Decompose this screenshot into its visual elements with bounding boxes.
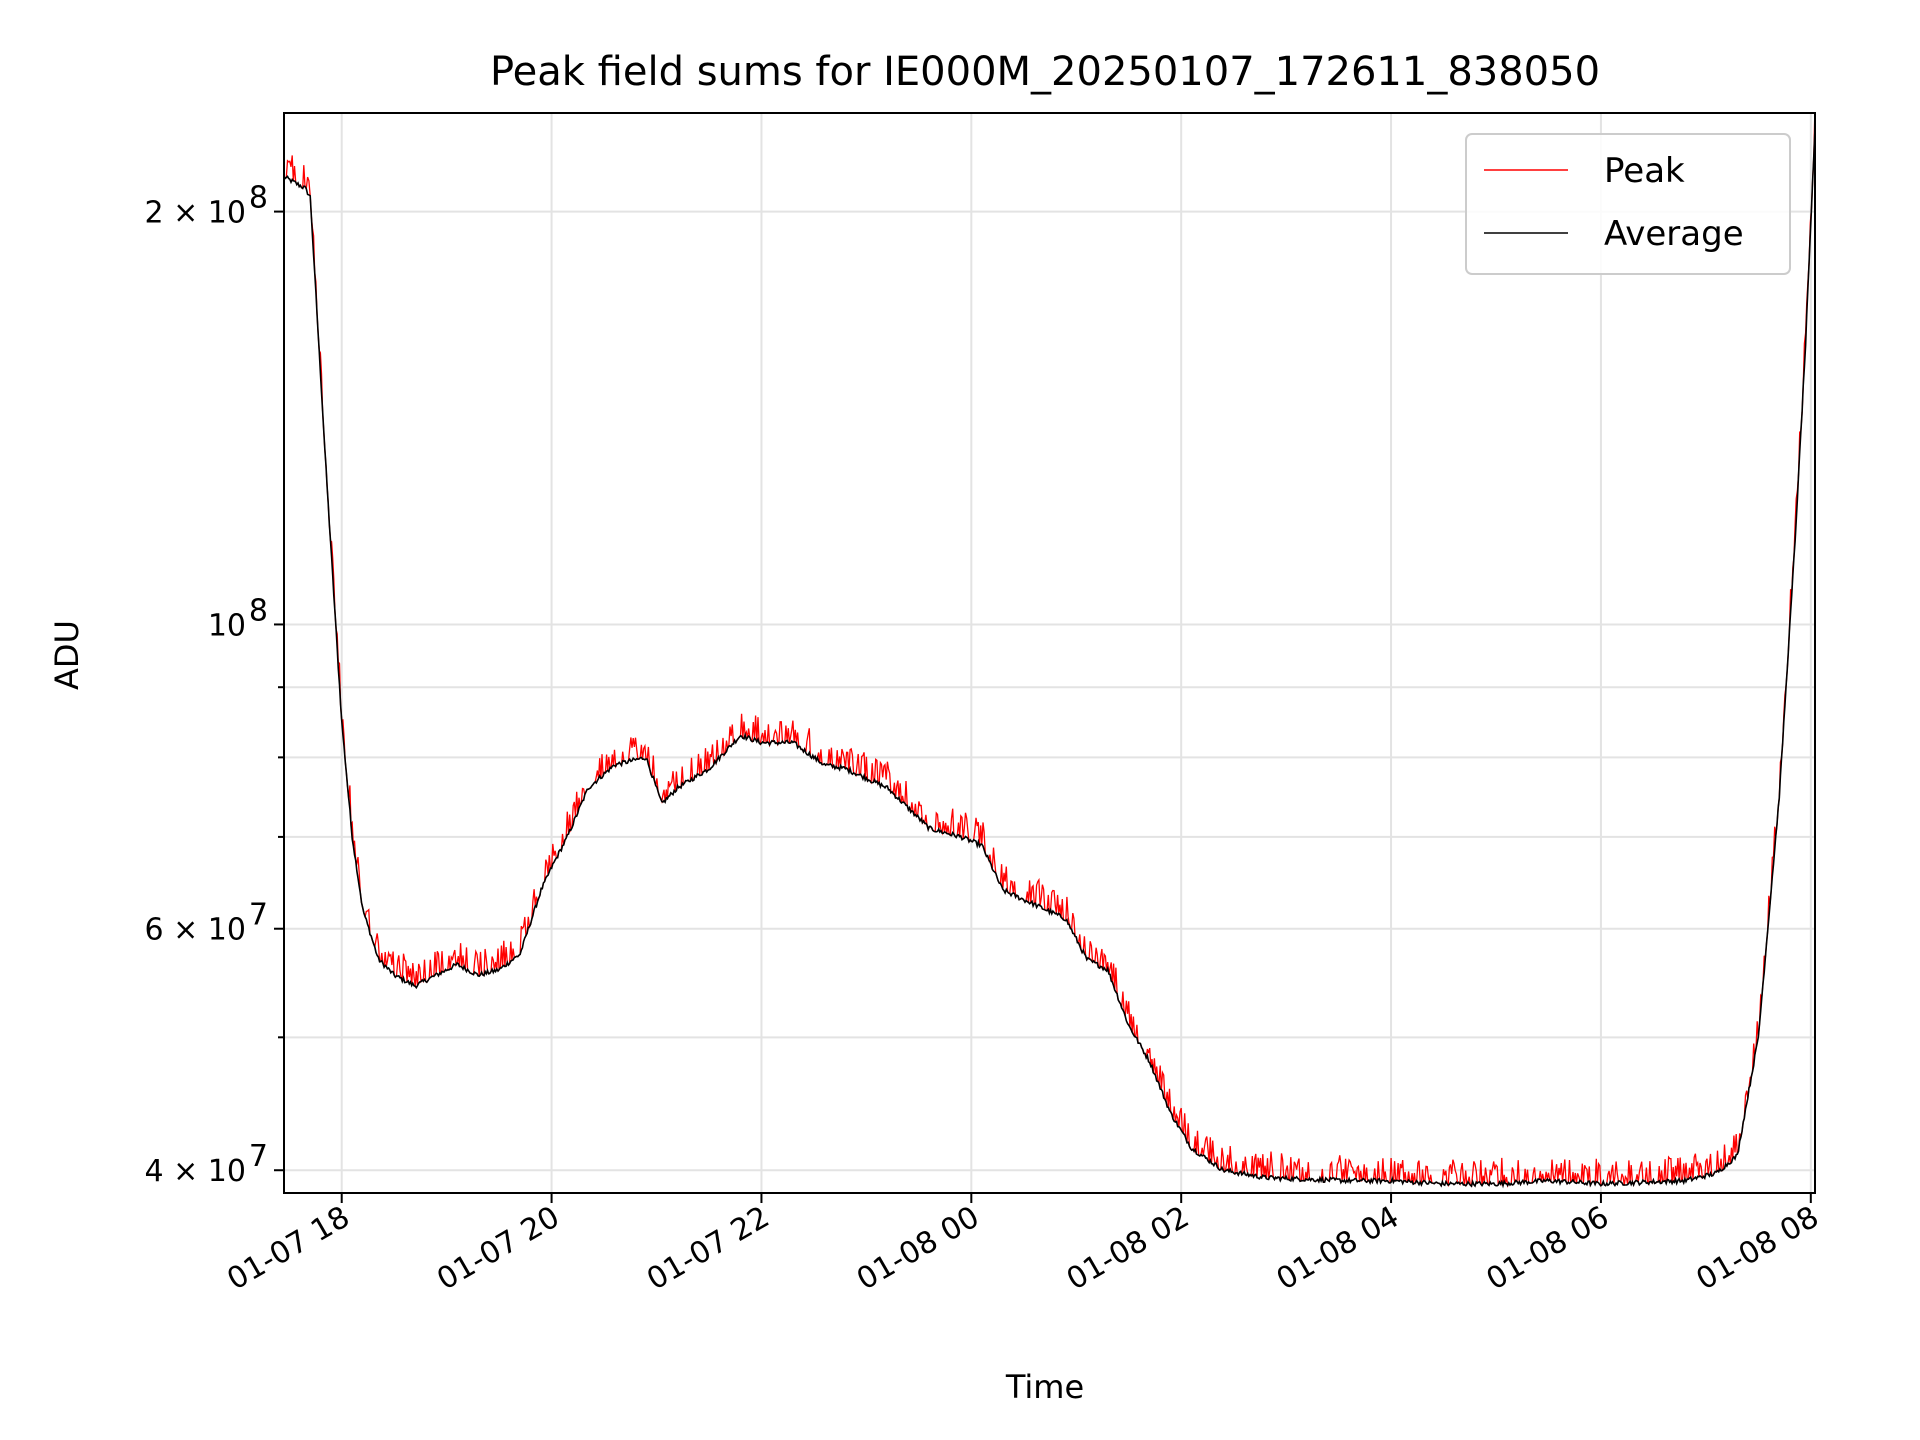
plot-frame <box>283 112 1816 1194</box>
y-tick-label: 10 <box>208 608 246 643</box>
y-tick-label: 6 × 10 <box>145 913 246 948</box>
series <box>284 113 1815 1189</box>
y-axis-label: ADU <box>48 620 86 690</box>
series-line-average <box>284 128 1815 1189</box>
y-tick-label: 2 × 10 <box>145 196 246 231</box>
legend-box <box>1465 133 1791 275</box>
y-tick-exponent: 7 <box>249 898 268 933</box>
legend-label-peak: Peak <box>1604 151 1685 191</box>
y-tick-exponent: 8 <box>249 593 268 628</box>
legend: Peak Average <box>1465 133 1791 275</box>
y-tick-exponent: 8 <box>249 181 268 216</box>
y-tick-label: 4 × 10 <box>145 1154 246 1189</box>
grid <box>284 113 1815 1193</box>
y-tick-exponent: 7 <box>249 1139 268 1174</box>
chart-title: Peak field sums for IE000M_20250107_1726… <box>490 49 1600 95</box>
x-axis-label: Time <box>1005 1368 1084 1406</box>
legend-label-average: Average <box>1604 214 1744 254</box>
